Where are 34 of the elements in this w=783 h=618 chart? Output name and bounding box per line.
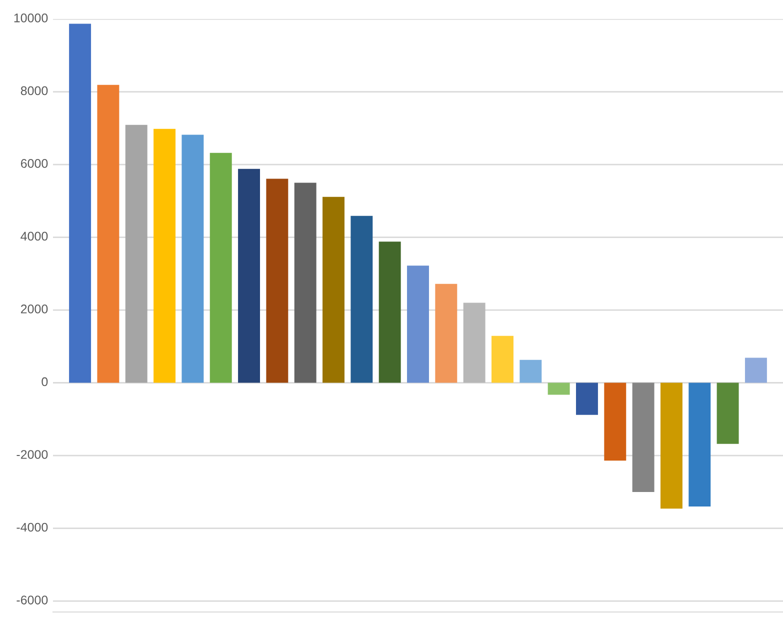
bar bbox=[632, 382, 654, 492]
bar bbox=[182, 134, 204, 383]
y-tick-label: -2000 bbox=[16, 450, 48, 459]
y-tick-label: 0 bbox=[42, 377, 48, 386]
y-tick-label: 4000 bbox=[20, 232, 48, 241]
bar bbox=[294, 182, 316, 383]
bar bbox=[210, 152, 232, 383]
bar bbox=[660, 382, 682, 509]
bar bbox=[266, 178, 288, 383]
y-tick-label: -6000 bbox=[16, 596, 48, 604]
bar bbox=[238, 168, 260, 383]
bar bbox=[492, 336, 514, 383]
bar bbox=[716, 382, 739, 444]
bar bbox=[548, 382, 570, 395]
bar bbox=[322, 196, 344, 383]
y-tick-label: 6000 bbox=[20, 159, 48, 168]
bar bbox=[604, 382, 626, 461]
bar bbox=[435, 284, 458, 383]
bar bbox=[350, 216, 373, 383]
bar bbox=[378, 242, 401, 383]
bar bbox=[463, 302, 486, 383]
bar bbox=[125, 124, 148, 383]
bar bbox=[520, 360, 542, 383]
bar bbox=[154, 128, 176, 383]
y-tick-label: 2000 bbox=[20, 304, 48, 314]
bar bbox=[744, 358, 767, 383]
y-tick-label: 8000 bbox=[20, 86, 48, 96]
bar bbox=[97, 84, 120, 383]
y-tick-label: 10000 bbox=[14, 14, 48, 22]
bar bbox=[407, 266, 429, 383]
bar bbox=[576, 382, 598, 415]
bar bbox=[69, 24, 92, 383]
y-tick-label: -4000 bbox=[16, 522, 48, 532]
bar bbox=[688, 382, 711, 506]
